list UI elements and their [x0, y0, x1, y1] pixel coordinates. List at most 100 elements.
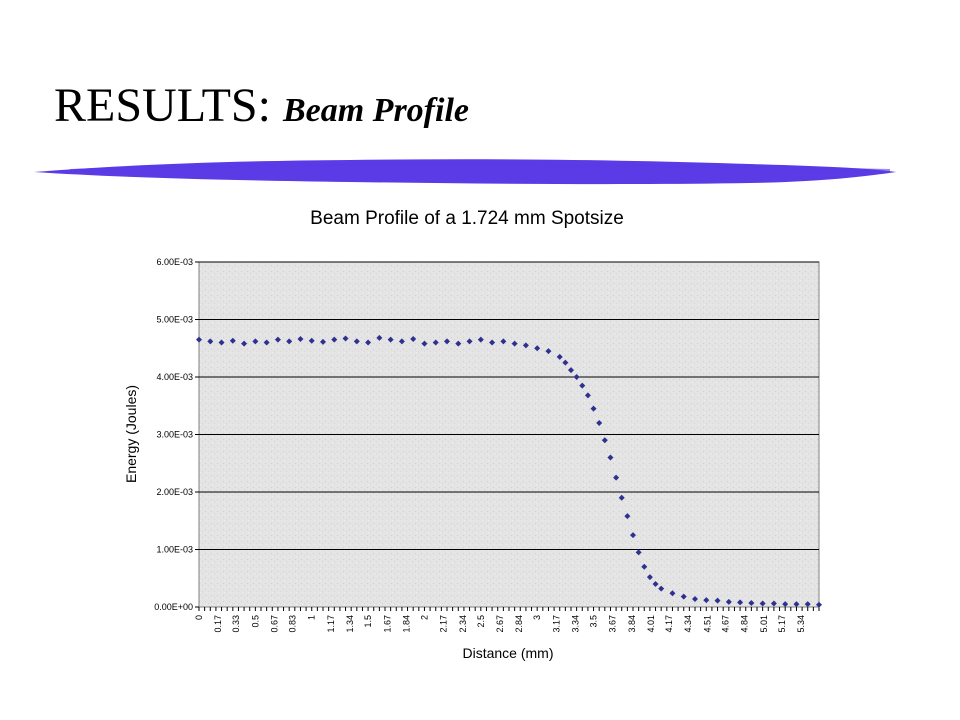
data-point: [725, 598, 732, 605]
data-point: [652, 581, 659, 587]
data-point: [410, 336, 417, 343]
data-point: [511, 340, 518, 347]
data-point: [196, 336, 202, 343]
x-tick-label: 3.17: [551, 615, 561, 633]
x-tick-label: 0.5: [250, 615, 260, 628]
x-tick-label: 2: [419, 615, 429, 620]
x-tick-label: 4.17: [664, 615, 674, 633]
data-point: [387, 336, 394, 343]
data-point: [331, 336, 338, 343]
data-point: [573, 374, 580, 380]
data-point: [601, 437, 608, 444]
data-point: [444, 338, 450, 345]
x-tick-label: 0.83: [288, 615, 298, 633]
data-point: [421, 340, 428, 347]
x-tick-label: 4.01: [646, 615, 656, 633]
data-point: [579, 382, 586, 389]
x-tick-label: 2.17: [439, 615, 449, 633]
x-tick-label: 2.5: [476, 615, 486, 628]
x-tick-label: 0.17: [213, 615, 223, 633]
y-tick-label: 6.00E-03: [156, 257, 193, 267]
data-point: [607, 454, 614, 461]
data-point: [568, 367, 574, 374]
x-tick-label: 4.51: [702, 615, 712, 633]
data-point: [584, 392, 591, 399]
x-tick-label: 1.34: [345, 615, 355, 633]
data-point: [455, 340, 462, 347]
data-point: [624, 513, 631, 520]
x-tick-label: 3.34: [571, 615, 581, 633]
x-tick-label: 4.34: [683, 615, 693, 633]
x-tick-label: 5.17: [777, 615, 787, 633]
x-tick-label: 4.67: [720, 615, 730, 633]
x-tick-label: 4.84: [740, 615, 750, 633]
data-points: [196, 334, 822, 608]
data-point: [692, 595, 698, 602]
data-point: [782, 601, 789, 608]
data-point: [545, 348, 552, 355]
data-point: [748, 599, 755, 606]
data-point: [770, 600, 777, 607]
data-point: [759, 600, 766, 607]
x-axis-label: Distance (mm): [462, 645, 553, 661]
data-point: [658, 585, 665, 592]
data-point: [669, 590, 676, 597]
data-point: [534, 345, 541, 352]
slide-title-sub: Beam Profile: [282, 92, 469, 129]
data-point: [646, 574, 653, 581]
x-tick-label: 1.17: [326, 615, 336, 633]
data-point: [596, 420, 603, 426]
y-axis-ticks: 0.00E+00 1.00E-03 2.00E-03 3.00E-03 4.00E-03…: [154, 257, 199, 612]
chart-title: Beam Profile of a 1.724 mm Spotsize: [310, 208, 624, 229]
y-tick-label: 0.00E+00: [154, 602, 193, 612]
x-tick-label: 2.84: [514, 615, 524, 633]
x-tick-label: 0.33: [231, 615, 241, 633]
data-point: [365, 339, 372, 346]
y-tick-label: 1.00E-03: [156, 545, 193, 555]
slide-title-main: RESULTS:: [54, 79, 271, 132]
data-point: [680, 593, 687, 600]
data-point: [252, 338, 259, 345]
data-point: [500, 338, 507, 345]
data-point: [613, 474, 620, 481]
data-point: [342, 335, 349, 342]
x-tick-label: 1: [307, 615, 317, 620]
grid-lines: [199, 261, 819, 550]
title-underline-brush: [34, 159, 896, 185]
x-tick-label: 5.34: [796, 615, 806, 633]
data-point: [241, 340, 248, 347]
x-tick-label: 3.84: [627, 615, 637, 633]
data-point: [376, 334, 383, 341]
x-tick-label: 3.5: [589, 615, 599, 628]
slide-title: RESULTS: Beam Profile: [54, 82, 469, 130]
data-point: [793, 601, 800, 608]
x-tick-label: 3.67: [608, 615, 618, 633]
data-point: [353, 338, 360, 345]
data-point: [635, 549, 642, 556]
data-point: [207, 338, 214, 345]
data-point: [630, 532, 636, 539]
x-tick-label: 2.34: [458, 615, 468, 633]
data-point: [590, 405, 597, 412]
x-tick-label: 2.67: [495, 615, 505, 633]
data-point: [641, 563, 648, 570]
data-point: [804, 601, 811, 608]
data-point: [714, 597, 721, 604]
x-tick-label: 3: [532, 615, 542, 620]
data-point: [489, 339, 496, 346]
y-tick-label: 5.00E-03: [156, 315, 193, 325]
data-point: [703, 597, 710, 604]
data-point: [274, 336, 281, 343]
x-tick-label: 1.67: [382, 615, 392, 633]
data-point: [522, 342, 529, 349]
x-axis-ticks: 0 0.17 0.33 0.5 0.67 0.83 1 1.17 1.34 1.5 1.67 1.84…: [194, 607, 820, 633]
x-tick-label: 0: [194, 615, 204, 620]
data-point: [229, 337, 236, 344]
brush-stroke-streak: [69, 163, 891, 171]
x-tick-label: 1.5: [363, 615, 373, 628]
x-tick-label: 1.84: [401, 615, 411, 633]
data-point: [308, 337, 315, 344]
data-point: [432, 339, 439, 346]
data-point: [556, 353, 563, 360]
y-axis-label: Energy (Joules): [123, 385, 139, 483]
